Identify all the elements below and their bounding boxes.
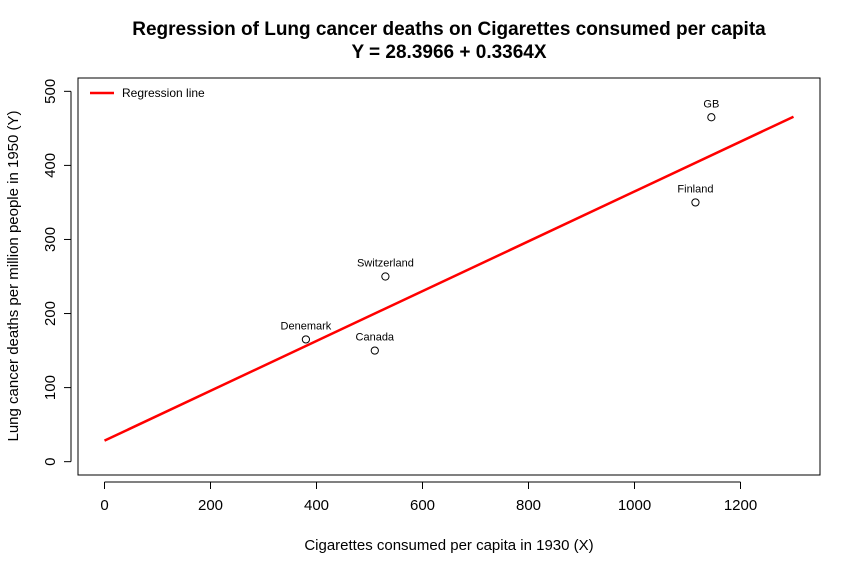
point-label: Denemark bbox=[281, 320, 332, 332]
data-point bbox=[370, 346, 379, 355]
y-tick-label: 100 bbox=[42, 375, 59, 400]
x-tick-label: 600 bbox=[410, 497, 435, 514]
point-label: Canada bbox=[356, 332, 395, 344]
y-tick-label: 300 bbox=[42, 227, 59, 252]
y-tick-label: 200 bbox=[42, 301, 59, 326]
chart-title: Regression of Lung cancer deaths on Ciga… bbox=[132, 19, 766, 40]
regression-line bbox=[103, 115, 795, 442]
data-point bbox=[381, 272, 390, 281]
data-points: Denemark Canada Switzerland Finland GB bbox=[281, 98, 719, 355]
x-tick-label: 1000 bbox=[618, 497, 651, 514]
y-axis-title: Lung cancer deaths per million people in… bbox=[5, 110, 22, 441]
x-axis: 0 200 400 600 800 1000 1200 bbox=[100, 481, 757, 514]
x-tick-label: 200 bbox=[198, 497, 223, 514]
y-axis: 0 100 200 300 400 500 bbox=[42, 79, 72, 466]
x-tick-label: 0 bbox=[100, 497, 108, 514]
data-point bbox=[691, 198, 700, 207]
data-point bbox=[707, 113, 716, 122]
plot-area-border bbox=[77, 77, 821, 476]
y-tick-label: 500 bbox=[42, 79, 59, 104]
y-tick-label: 0 bbox=[42, 457, 59, 465]
x-tick-label: 400 bbox=[304, 497, 329, 514]
x-axis-title: Cigarettes consumed per capita in 1930 (… bbox=[304, 537, 593, 554]
point-label: GB bbox=[703, 98, 719, 110]
point-label: Switzerland bbox=[357, 258, 414, 270]
chart-subtitle: Y = 28.3966 + 0.3364X bbox=[351, 42, 546, 63]
data-point bbox=[301, 335, 310, 344]
y-tick-label: 400 bbox=[42, 153, 59, 178]
legend-regression-label: Regression line bbox=[122, 86, 205, 100]
x-tick-label: 1200 bbox=[724, 497, 757, 514]
legend: Regression line bbox=[90, 86, 205, 100]
point-label: Finland bbox=[677, 183, 713, 195]
x-tick-label: 800 bbox=[516, 497, 541, 514]
